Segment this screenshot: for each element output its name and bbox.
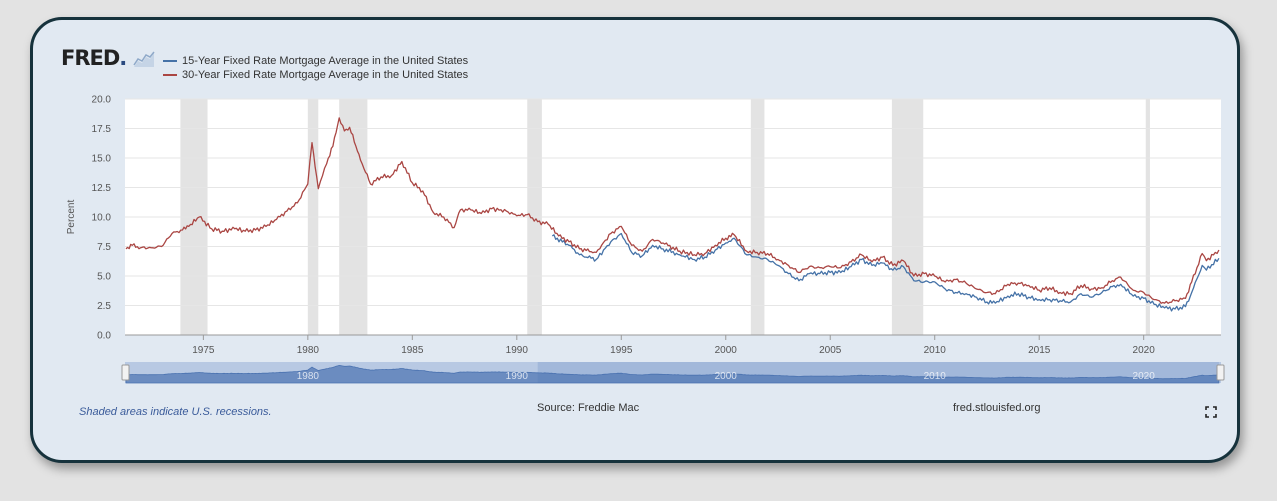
y-tick-label: 12.5	[92, 183, 112, 194]
legend-swatch-15yr	[163, 60, 177, 62]
x-tick-label: 1980	[297, 345, 320, 356]
x-tick-label: 2015	[1028, 345, 1051, 356]
series-line-30yr[interactable]	[125, 117, 1220, 304]
legend-swatch-30yr	[163, 74, 177, 76]
fred-logo-text: FRED	[61, 46, 120, 70]
recession-note: Shaded areas indicate U.S. recessions.	[79, 406, 272, 418]
series-lines	[125, 117, 1220, 312]
y-tick-label: 7.5	[97, 242, 111, 253]
navigator-label: 2000	[715, 371, 738, 382]
x-tick-label: 1985	[401, 345, 424, 356]
legend-label-30yr: 30-Year Fixed Rate Mortgage Average in t…	[182, 69, 469, 81]
fred-logo-dot: .	[119, 46, 127, 70]
navigator-label: 2010	[924, 371, 947, 382]
y-tick-label: 2.5	[97, 301, 111, 312]
grid-lines	[125, 98, 1221, 336]
source-note: Source: Freddie Mac	[537, 402, 640, 414]
navigator-label: 1990	[506, 371, 529, 382]
logo-graph-icon	[133, 51, 155, 67]
chart-card: FRED. 15-Year Fixed Rate Mortgage Averag…	[30, 17, 1240, 463]
chart-legend: 15-Year Fixed Rate Mortgage Average in t…	[163, 54, 468, 82]
range-navigator[interactable]: 1980 1990 2000 2010 2020	[121, 362, 1225, 384]
line-chart[interactable]: 0.0 2.5 5.0 7.5 10.0 12.5 15.0 17.5 20.0 1975 198…	[33, 20, 1237, 460]
x-tick-label: 2000	[715, 345, 738, 356]
y-tick-label: 15.0	[92, 154, 112, 165]
legend-item-15yr[interactable]: 15-Year Fixed Rate Mortgage Average in t…	[163, 54, 468, 68]
navigator-label: 2020	[1133, 371, 1156, 382]
navigator-handle-left[interactable]	[121, 364, 130, 381]
navigator-label: 1980	[297, 371, 320, 382]
series-line-15yr[interactable]	[551, 232, 1220, 312]
y-tick-label: 20.0	[92, 95, 112, 106]
y-tick-label: 0.0	[97, 331, 111, 342]
navigator-labels: 1980 1990 2000 2010 2020	[297, 371, 1156, 382]
y-tick-label: 17.5	[92, 124, 112, 135]
navigator-handle-right[interactable]	[1216, 364, 1225, 381]
y-tick-label: 5.0	[97, 272, 111, 283]
fred-logo[interactable]: FRED.	[61, 46, 127, 70]
x-tick-label: 2020	[1133, 345, 1156, 356]
fred-site-link[interactable]: fred.stlouisfed.org	[953, 402, 1041, 414]
y-axis: 0.0 2.5 5.0 7.5 10.0 12.5 15.0 17.5 20.0	[92, 95, 112, 342]
x-axis: 1975 1980 1985 1990 1995 2000 2005 2010 2015 2020	[192, 335, 1155, 356]
y-tick-label: 10.0	[92, 213, 112, 224]
x-tick-label: 2010	[924, 345, 947, 356]
x-tick-label: 2005	[819, 345, 842, 356]
legend-item-30yr[interactable]: 30-Year Fixed Rate Mortgage Average in t…	[163, 68, 468, 82]
x-tick-label: 1990	[506, 345, 529, 356]
navigator-series	[125, 364, 1220, 384]
x-tick-label: 1975	[192, 345, 215, 356]
x-tick-label: 1995	[610, 345, 633, 356]
y-axis-label: Percent	[66, 200, 77, 235]
legend-label-15yr: 15-Year Fixed Rate Mortgage Average in t…	[182, 55, 469, 67]
fullscreen-icon[interactable]	[1205, 406, 1217, 418]
